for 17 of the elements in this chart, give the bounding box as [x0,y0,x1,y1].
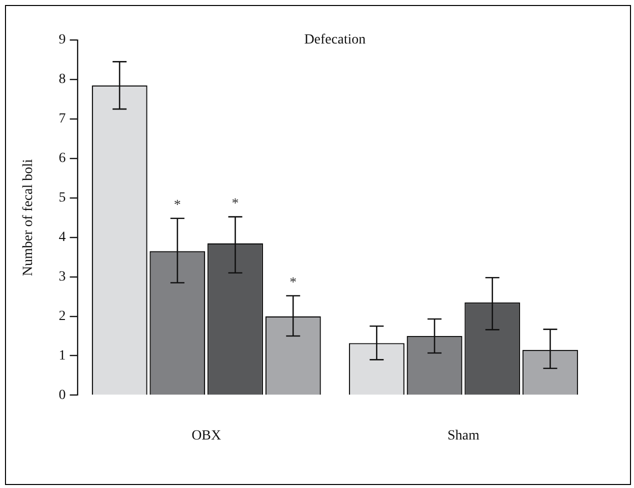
y-tick-label: 4 [58,230,66,246]
x-tick-label: Sham [448,428,480,444]
y-tick-label: 1 [58,348,66,364]
chart-title: Defecation [304,32,366,48]
x-tick-label: OBX [192,428,222,444]
data-label: * [174,198,181,214]
y-axis-title: Number of fecal boli [21,158,36,276]
data-label: * [232,196,239,212]
y-tick-label: 7 [58,112,66,127]
y-tick-label: 2 [58,308,66,324]
y-tick-label: 9 [58,32,66,48]
y-tick-label: 3 [58,269,66,284]
y-tick-label: 5 [58,190,66,206]
y-tick-label: 8 [58,72,66,88]
y-tick-label: 6 [58,151,66,166]
y-tick-label: 0 [58,388,66,403]
data-label: * [290,275,297,290]
